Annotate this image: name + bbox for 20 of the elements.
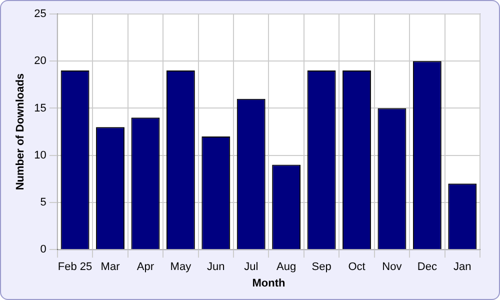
y-tick-label: 15 xyxy=(34,102,46,114)
x-tick-label: Sep xyxy=(312,261,332,274)
x-tick-label: Jun xyxy=(207,261,225,274)
x-tick-label: Jan xyxy=(454,261,472,274)
x-tick-label: Nov xyxy=(382,261,402,274)
y-tick-label: 5 xyxy=(40,196,46,209)
x-tick-label: Mar xyxy=(100,261,120,274)
y-axis-title: Number of Downloads xyxy=(14,73,27,190)
x-tick-label: Aug xyxy=(276,261,296,274)
y-tick-label: 25 xyxy=(34,8,46,20)
y-tick-label: 20 xyxy=(34,55,46,68)
x-tick-label: Dec xyxy=(417,261,438,274)
x-tick-label: May xyxy=(170,261,192,274)
y-tick-label: 0 xyxy=(40,244,46,256)
x-tick-label: Jul xyxy=(244,261,258,274)
x-tick-label: Apr xyxy=(136,261,154,274)
x-axis-title: Month xyxy=(252,277,286,290)
x-tick-label: Oct xyxy=(348,261,366,274)
y-tick-label: 10 xyxy=(34,149,46,162)
x-tick-label: Feb 25 xyxy=(58,261,92,274)
